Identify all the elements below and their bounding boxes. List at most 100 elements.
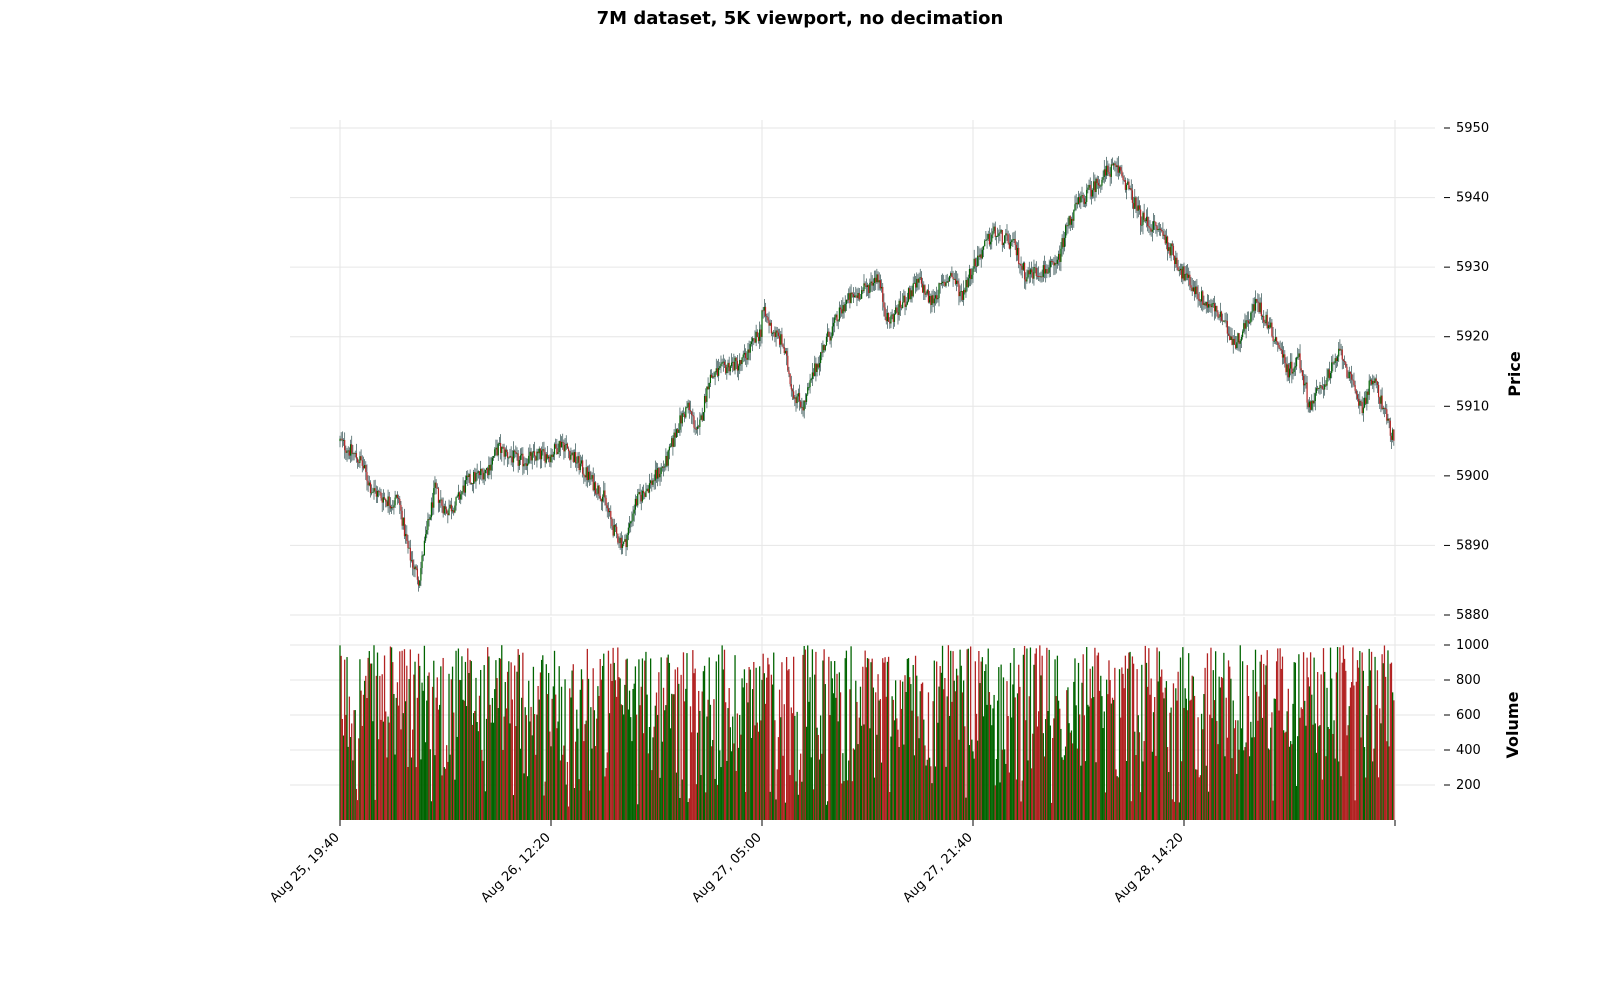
- volume-bar: [936, 661, 938, 820]
- candle-body: [820, 352, 822, 364]
- candle-body: [407, 540, 409, 549]
- volume-bar: [346, 657, 348, 820]
- candle-body: [1335, 358, 1337, 361]
- volume-bar: [491, 697, 494, 820]
- candle-body: [763, 306, 765, 311]
- candle-body: [1188, 274, 1190, 278]
- volume-bar: [675, 772, 678, 820]
- candle-body: [1067, 225, 1069, 227]
- candle-body: [893, 314, 896, 322]
- volume-bar: [1383, 645, 1386, 820]
- candle-body: [470, 483, 472, 484]
- candle-body: [573, 452, 576, 462]
- candle-body: [1191, 287, 1193, 291]
- volume-bar: [994, 785, 996, 820]
- volume-bar: [1136, 669, 1138, 820]
- volume-bar: [431, 686, 434, 820]
- volume-bar: [1124, 655, 1127, 820]
- candle-body: [680, 415, 682, 424]
- volume-bar: [893, 720, 896, 820]
- candle-body: [641, 490, 644, 502]
- volume-bar: [708, 657, 710, 820]
- volume-bar: [755, 667, 757, 820]
- volume-bar: [1155, 755, 1157, 820]
- x-axis: Aug 25, 19:40 Aug 26, 12:20 Aug 27, 05:00 A…: [267, 820, 1396, 906]
- candle-body: [1087, 187, 1089, 190]
- volume-bar: [409, 649, 411, 820]
- candle-body: [1203, 303, 1205, 305]
- candle-body: [696, 426, 699, 430]
- volume-bar: [447, 761, 449, 820]
- candle-body: [1130, 188, 1132, 191]
- volume-bar: [1029, 647, 1032, 820]
- candle-body: [842, 305, 844, 314]
- volume-bar: [1278, 710, 1280, 820]
- volume-bar: [560, 686, 563, 820]
- candle-body: [519, 455, 522, 460]
- candle-body: [469, 474, 471, 484]
- candle-body: [1132, 202, 1135, 209]
- volume-bar: [862, 666, 864, 820]
- volume-bar: [542, 655, 544, 820]
- volume-bar: [931, 783, 933, 820]
- candle-body: [349, 444, 352, 456]
- volume-bar: [1089, 668, 1091, 820]
- candle-body: [1226, 321, 1228, 334]
- volume-bar: [992, 708, 994, 820]
- volume-bar: [1086, 647, 1088, 820]
- candle-body: [810, 378, 812, 381]
- volume-bar: [811, 649, 814, 820]
- candle-body: [1134, 197, 1136, 209]
- candle-body: [1165, 236, 1168, 244]
- candle-body: [1028, 270, 1030, 275]
- candle-body: [1218, 316, 1220, 318]
- candle-body: [1196, 286, 1198, 294]
- volume-bar: [875, 692, 877, 820]
- volume-bar: [600, 679, 603, 820]
- volume-bar: [469, 659, 471, 820]
- candle-body: [395, 494, 397, 498]
- candle-body: [1271, 322, 1273, 337]
- volume-bar: [1177, 671, 1179, 820]
- candle-body: [550, 454, 552, 463]
- candle-body: [1062, 238, 1064, 248]
- candle-body: [800, 401, 802, 408]
- candle-body: [1184, 274, 1186, 281]
- volume-bar: [883, 662, 885, 820]
- candle-body: [917, 278, 919, 283]
- candle-body: [698, 426, 700, 428]
- volume-bar: [351, 723, 353, 820]
- volume-bar: [388, 722, 390, 820]
- candle-body: [685, 407, 687, 418]
- candle-body: [1103, 169, 1105, 178]
- volume-bar: [1012, 684, 1014, 820]
- candle-body: [858, 292, 860, 300]
- volume-bar: [828, 656, 830, 820]
- candle-body: [1288, 368, 1291, 378]
- volume-bar: [1297, 736, 1299, 820]
- volume-bar: [1343, 658, 1346, 820]
- volume-bar: [1331, 678, 1333, 820]
- candle-body: [600, 498, 603, 502]
- candle-body: [1036, 275, 1039, 277]
- price-candles: [339, 156, 1395, 592]
- volume-bar: [733, 743, 735, 820]
- candle-body: [992, 231, 994, 235]
- candle-body: [720, 363, 722, 367]
- volume-bar: [627, 709, 630, 820]
- volume-bar: [1213, 700, 1216, 820]
- volume-bar: [1008, 772, 1010, 820]
- volume-bar: [900, 708, 903, 820]
- volume-bar: [920, 683, 923, 820]
- volume-bar: [1073, 681, 1075, 820]
- candle-body: [494, 449, 496, 457]
- candle-body: [1046, 269, 1048, 274]
- volume-bar: [1121, 667, 1123, 820]
- volume-bar: [647, 753, 649, 820]
- candle-body: [1291, 361, 1293, 374]
- candle-body: [980, 254, 982, 259]
- volume-bar: [952, 651, 954, 820]
- volume-bar: [653, 726, 655, 820]
- volume-bar: [1101, 696, 1103, 820]
- candle-body: [854, 295, 856, 298]
